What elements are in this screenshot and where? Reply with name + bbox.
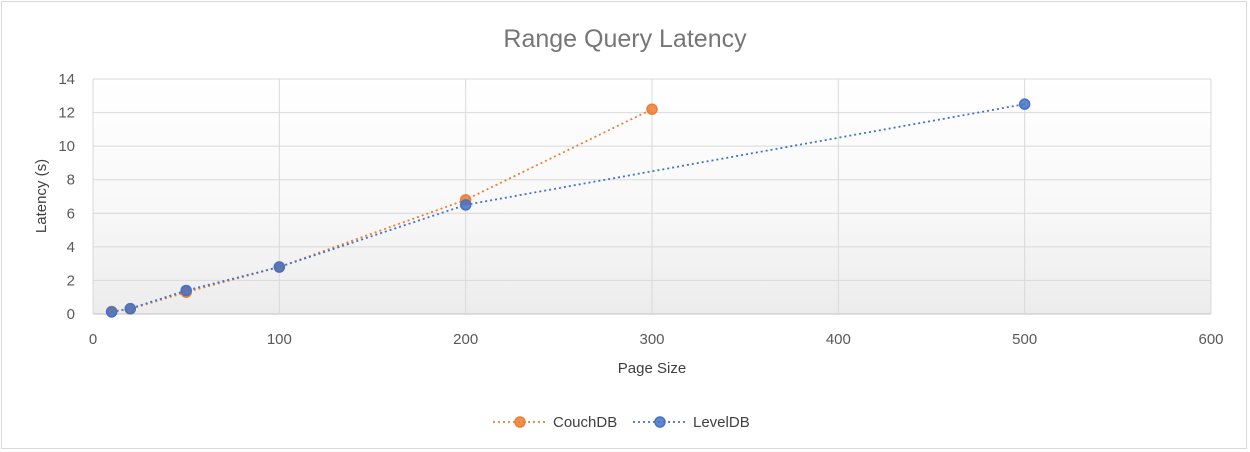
x-tick-label: 600 xyxy=(1198,331,1223,348)
y-axis-ticks: 0 2 4 6 8 10 12 14 xyxy=(58,71,75,323)
y-tick-label: 4 xyxy=(67,239,75,256)
legend-item-couchdb: CouchDB xyxy=(493,414,617,431)
legend-item-leveldb: LevelDB xyxy=(633,414,750,431)
x-tick-label: 0 xyxy=(89,331,97,348)
chart-title: Range Query Latency xyxy=(503,25,747,53)
y-tick-label: 14 xyxy=(58,71,75,88)
legend-label: CouchDB xyxy=(553,414,617,431)
legend-label: LevelDB xyxy=(693,414,750,431)
legend-marker xyxy=(654,416,666,428)
legend: CouchDB LevelDB xyxy=(493,414,750,431)
x-tick-label: 200 xyxy=(453,331,478,348)
data-point-leveldb xyxy=(124,302,137,315)
y-tick-label: 6 xyxy=(67,205,75,222)
y-tick-label: 12 xyxy=(58,105,75,122)
data-point-leveldb xyxy=(105,306,118,318)
data-point-leveldb xyxy=(459,199,472,211)
y-tick-label: 2 xyxy=(67,272,75,289)
y-tick-label: 10 xyxy=(58,138,75,155)
y-tick-label: 8 xyxy=(67,172,75,189)
x-axis-title: Page Size xyxy=(618,360,686,377)
x-axis-ticks: 0 100 200 300 400 500 600 xyxy=(89,331,1224,348)
data-point-couchdb xyxy=(646,103,658,115)
series-points xyxy=(105,98,1031,318)
x-tick-label: 500 xyxy=(1012,331,1037,348)
data-point-leveldb xyxy=(273,261,286,273)
legend-marker xyxy=(514,416,526,428)
x-tick-label: 100 xyxy=(267,331,292,348)
y-axis-title: Latency (s) xyxy=(33,159,50,233)
x-tick-label: 400 xyxy=(826,331,851,348)
y-tick-label: 0 xyxy=(67,306,75,323)
x-tick-label: 300 xyxy=(639,331,664,348)
data-point-leveldb xyxy=(1018,98,1031,110)
data-point-leveldb xyxy=(180,284,192,297)
